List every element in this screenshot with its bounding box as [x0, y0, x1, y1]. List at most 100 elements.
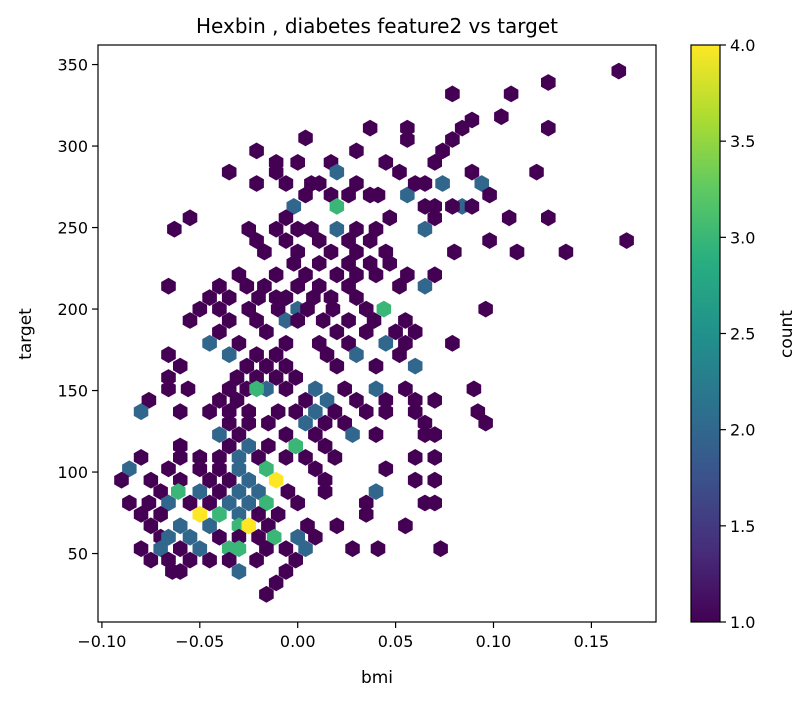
hexbin-cell: [466, 380, 482, 398]
hexbin-cell: [300, 300, 315, 318]
hexbin-cell: [298, 449, 313, 466]
hexbin-cell: [407, 471, 423, 489]
hexbin-cell: [445, 334, 460, 352]
hexbin-cell: [341, 186, 356, 204]
hexbin-cell: [249, 142, 264, 160]
hexbin-cell: [427, 449, 442, 466]
hexbin-cell: [141, 391, 157, 409]
hexbin-cell: [212, 391, 227, 409]
hexbin-cell: [161, 380, 176, 398]
hexbin-cell: [202, 289, 217, 306]
hexbin-cell: [417, 277, 433, 295]
hexbin-cell: [266, 528, 282, 546]
hexbin-cell: [259, 494, 274, 512]
hexbin-cell: [231, 266, 247, 284]
colorbar-label: count: [777, 310, 797, 358]
hexbin-cell: [268, 266, 284, 284]
hexbin-cell: [192, 449, 208, 466]
x-tick-label: 0.00: [280, 632, 316, 651]
hexbin-cell: [212, 528, 227, 546]
hexbin-cell: [407, 175, 423, 192]
hexbin-cell: [202, 517, 217, 535]
hexbin-cell: [173, 517, 188, 535]
hexbin-cell: [249, 380, 264, 398]
hexbin-cell: [257, 277, 272, 295]
hexbin-cell: [161, 528, 176, 546]
hexbin-cell: [323, 186, 339, 204]
hexbin-cell: [278, 563, 294, 580]
x-tick-label: −0.10: [77, 632, 126, 651]
hexbin-cell: [400, 119, 415, 137]
hexbin-cell: [341, 334, 356, 352]
hexbin-cell: [427, 154, 442, 171]
hexbin-cell: [319, 346, 335, 364]
hexbin-cell: [161, 494, 176, 512]
hexbin-cell: [202, 471, 217, 489]
hexbin-cell: [558, 243, 574, 261]
hexbin-cell: [417, 220, 433, 238]
hexbin-cell: [407, 323, 423, 341]
hexbin-cell: [268, 154, 284, 171]
hexbin-cell: [378, 391, 394, 409]
hexbin-cell: [329, 357, 345, 375]
hexbin-cell: [378, 334, 394, 352]
hexbin-cell: [312, 334, 327, 352]
hexbin-cell: [249, 551, 264, 569]
hexbin-cell: [122, 494, 137, 512]
hexbin-cell: [470, 403, 486, 421]
hexbin-cell: [161, 369, 176, 386]
hexbin-cell: [370, 540, 386, 558]
hexbin-cell: [278, 232, 294, 249]
hexbin-cell: [173, 357, 188, 375]
hexbin-cell: [345, 426, 360, 443]
hexbin-cell: [317, 471, 333, 489]
hexbin-cell: [192, 460, 208, 478]
hexbin-cell: [221, 414, 237, 432]
x-tick-label: 0.05: [378, 632, 414, 651]
hexbin-cell: [290, 528, 305, 546]
hexbin-cell: [378, 403, 394, 421]
hexbin-cell: [259, 540, 274, 558]
hexbin-cell: [327, 403, 343, 421]
hexbin-cell: [341, 277, 356, 295]
hexbin-cell: [349, 220, 364, 238]
y-tick-label: 300: [57, 137, 88, 156]
hexbin-cell: [349, 266, 364, 284]
hexbin-cell: [298, 266, 313, 284]
hexbin-cell: [337, 380, 352, 398]
hexbin-cell: [241, 403, 256, 421]
hexbin-cell: [278, 449, 294, 466]
hexbin-cell: [278, 312, 294, 329]
hexbin-cell: [173, 437, 188, 455]
hexbin-cell: [359, 323, 374, 341]
hexbin-cell: [221, 346, 237, 364]
hexbin-cell: [221, 403, 237, 421]
hexbin-cell: [349, 142, 364, 160]
colorbar: [690, 44, 721, 623]
hexbin-cell: [494, 108, 509, 126]
hexbin-cell: [212, 483, 227, 500]
hexbin-cell: [359, 300, 374, 318]
hexbin-cell: [398, 517, 413, 535]
hexbin-cell: [366, 312, 382, 329]
hexbin-cell: [315, 312, 331, 329]
hexbin-cell: [407, 449, 423, 466]
y-tick-label: 150: [57, 382, 88, 401]
hexbin-cell: [400, 266, 415, 284]
hexbin-cell: [239, 357, 255, 375]
hexbin-cell: [241, 494, 256, 512]
hexbin-cell: [241, 414, 256, 432]
hexbin-cell: [427, 209, 442, 227]
hexbin-cell: [161, 277, 176, 295]
hexbin-cell: [180, 380, 196, 398]
hexbin-cell: [229, 369, 245, 386]
hexbin-cell: [378, 460, 394, 478]
hexbin-cell: [435, 175, 450, 192]
hexbin-cell: [329, 163, 345, 181]
hexbin-cell: [231, 540, 247, 558]
hexbin-cell: [229, 391, 245, 409]
hexbin-cell: [362, 255, 378, 272]
hexbin-cell: [173, 449, 188, 466]
hexbin-cell: [312, 175, 327, 192]
hexbin-cell: [319, 391, 335, 409]
